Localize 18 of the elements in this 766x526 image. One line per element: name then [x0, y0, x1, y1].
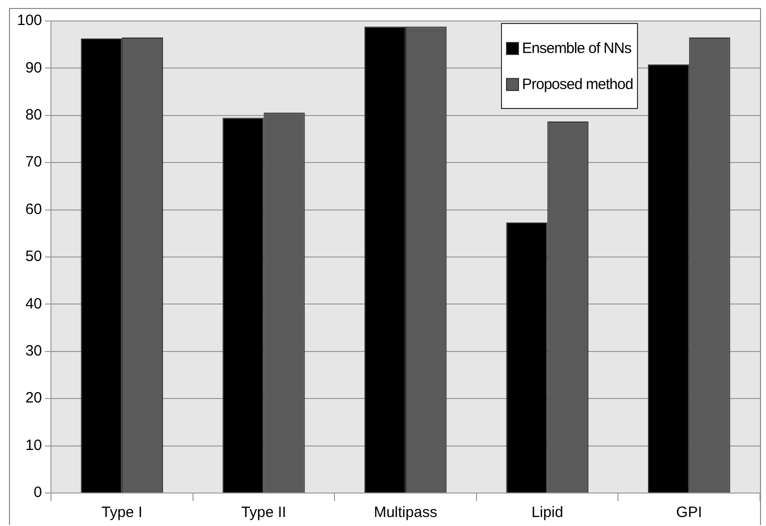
x-tick-label: Lipid: [531, 504, 564, 522]
y-tick-label: 70: [25, 154, 42, 171]
y-tick-label: 30: [25, 342, 42, 360]
y-tick-label: 0: [34, 484, 42, 502]
y-tick-label: 60: [25, 200, 42, 218]
legend-label: Ensemble of NNs: [522, 40, 632, 56]
y-tick-label: 50: [25, 248, 42, 266]
y-tick-label: 40: [25, 295, 42, 312]
x-tick-label: Multipass: [374, 504, 438, 522]
y-tick-label: 90: [25, 59, 42, 76]
x-tick-label: Type I: [101, 504, 142, 522]
x-tick-label: GPI: [676, 504, 702, 522]
y-tick-label: 80: [25, 106, 42, 124]
y-tick-label: 20: [25, 390, 42, 407]
y-tick-label: 10: [25, 436, 42, 454]
y-tick-label: 100: [16, 12, 42, 30]
x-tick-label: Type II: [241, 504, 286, 522]
legend-label: Proposed method: [522, 76, 633, 92]
